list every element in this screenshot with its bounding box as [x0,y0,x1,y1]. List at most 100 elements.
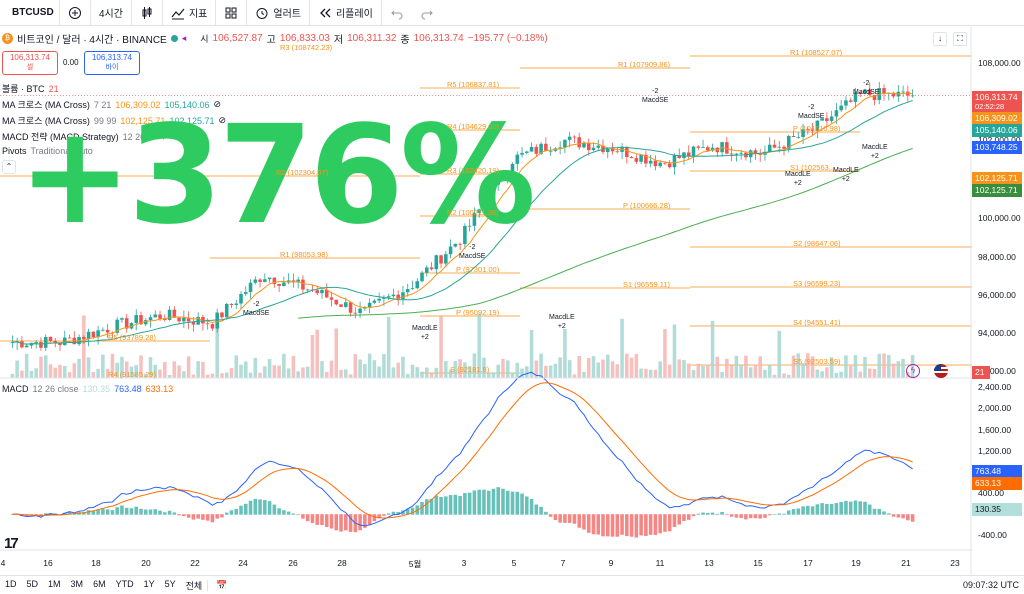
volume-bar [62,366,67,378]
bolt-icon[interactable]: ϟ [906,364,920,378]
macd-long-signal[interactable]: MacdLE +2 [833,167,859,183]
arrow-down-icon: ↓ [938,34,942,43]
range-button[interactable]: 1Y [143,578,155,589]
macd-long-signal[interactable]: MacdLE +2 [785,171,811,187]
macd-histogram-bar [534,504,539,515]
volume-bar [405,374,410,378]
volume-bar [15,360,19,378]
price-chart[interactable] [0,27,972,575]
candle-body [577,137,581,148]
undo-button[interactable] [382,0,412,26]
layout-button[interactable] [216,0,248,26]
macd-short-signal[interactable]: -2 MacdSE [853,80,880,96]
macd-histogram-bar [334,514,339,531]
candle-body [501,175,505,178]
macd-histogram-bar [782,513,786,515]
macd-legend[interactable]: MACD 12 26 close 130.35 763.48 633.13 [2,384,173,394]
volume-bar [844,355,848,378]
pivots-legend[interactable]: Pivots Traditional Auto [2,146,93,156]
macd-name: MACD [2,384,29,394]
last-price: 106,313.74 [975,92,1018,102]
volume-bar [734,355,739,378]
pivot-label: R2 (102304.07) [276,168,329,177]
price-axis-label: 94,000.00 [978,328,1016,338]
hidden-eye-icon[interactable]: ⊘ [213,99,222,109]
alarm-clock-icon [256,7,268,19]
us-flag-icon[interactable] [934,364,948,378]
candle-body [386,296,391,298]
macd-signal-value: 633.13 [145,384,174,394]
macd-histogram-bar [558,514,562,523]
volume-bar [415,367,420,378]
candle-body [401,292,405,300]
macd-histogram-bar [720,512,724,515]
candle-body [172,309,177,318]
share-icon[interactable]: ◂ [181,33,187,43]
pivot-label: P (100666.28) [623,201,671,210]
volume-bar [82,315,86,378]
range-button[interactable]: 1M [48,578,61,589]
volume-bar [505,360,510,378]
range-button[interactable]: 전체 [185,580,203,591]
chart-type-button[interactable] [132,0,163,26]
macd-histogram-bar [382,514,386,516]
volume-bar [310,334,315,378]
macd-histogram-bar [134,506,139,515]
volume-bar [448,369,453,378]
range-button[interactable]: 5D [26,578,39,589]
fullscreen-button[interactable]: ⛶ [953,32,967,46]
replay-button[interactable]: 리플레이 [310,0,382,26]
compare-button[interactable] [60,0,91,26]
indicators-button[interactable]: 지표 [163,0,217,26]
ma-cross-2-legend[interactable]: MA 크로스 (MA Cross) 99 99 102,125.71 102,1… [2,114,226,127]
macd-strategy-legend[interactable]: MACD 전략 (MACD Strategy) 12 26 9 ⁂ [2,130,166,143]
time-axis-label: 5월 [408,559,422,569]
tradingview-logo[interactable]: 17 [4,535,19,552]
symbol-search[interactable]: BTCUSD [0,0,60,26]
scroll-down-button[interactable]: ↓ [933,32,947,46]
volume-legend[interactable]: 볼륨 · BTC 21 [2,82,59,95]
candle-body [710,147,715,151]
range-button[interactable]: 5Y [164,578,176,589]
redo-button[interactable] [412,0,442,26]
macd-short-signal[interactable]: -2 MacdSE [798,104,825,120]
collapse-legend-button[interactable]: ⌃ [2,160,16,174]
alert-button[interactable]: 얼러트 [247,0,310,26]
macd-long-signal[interactable]: MacdLE +2 [862,144,888,160]
macd-short-signal[interactable]: -2 MacdSE [459,244,486,260]
volume-bar [205,374,210,378]
macd-short-signal[interactable]: -2 MacdSE [642,88,669,104]
range-button[interactable]: 6M [93,578,106,589]
range-button[interactable]: 3M [70,578,84,589]
buy-button[interactable]: 106,313.74 바이 [84,51,140,75]
volume-bar [529,329,534,378]
volume-bar [482,357,486,378]
hidden-eye-icon[interactable]: ⊘ [218,115,227,125]
volume-bar [96,368,100,378]
ma-cross-1-legend[interactable]: MA 크로스 (MA Cross) 7 21 106,309.02 105,14… [2,98,221,111]
candle-body [772,144,777,148]
volume-bar [124,361,129,378]
macd-histogram-bar [243,503,248,515]
date-range-icon[interactable]: 📅 [207,579,232,591]
macd-short-signal[interactable]: -2 MacdSE [243,301,270,317]
candle-body [806,129,810,131]
volume-bar [463,362,467,378]
clock-time[interactable]: 09:07:32 UTC [962,580,1019,590]
strategy-report-icon[interactable]: ⁂ [156,131,166,141]
candle-body [525,151,529,153]
range-button[interactable]: 1D [5,578,17,589]
range-button[interactable]: YTD [115,578,134,589]
candle-body [596,145,601,148]
candle-body [653,160,658,167]
macd-long-signal[interactable]: MacdLE +2 [549,314,575,330]
volume-bar [763,369,767,378]
macd-histogram-bar [305,514,310,522]
volume-bar [234,355,239,378]
candle-body [572,136,577,138]
volume-bar [258,372,262,378]
interval-button[interactable]: 4시간 [91,0,132,26]
macd-long-signal[interactable]: MacdLE +2 [412,325,438,341]
ohlc-o: 106,527.87 [212,33,263,44]
sell-button[interactable]: 106,313.74 셀 [2,51,58,75]
